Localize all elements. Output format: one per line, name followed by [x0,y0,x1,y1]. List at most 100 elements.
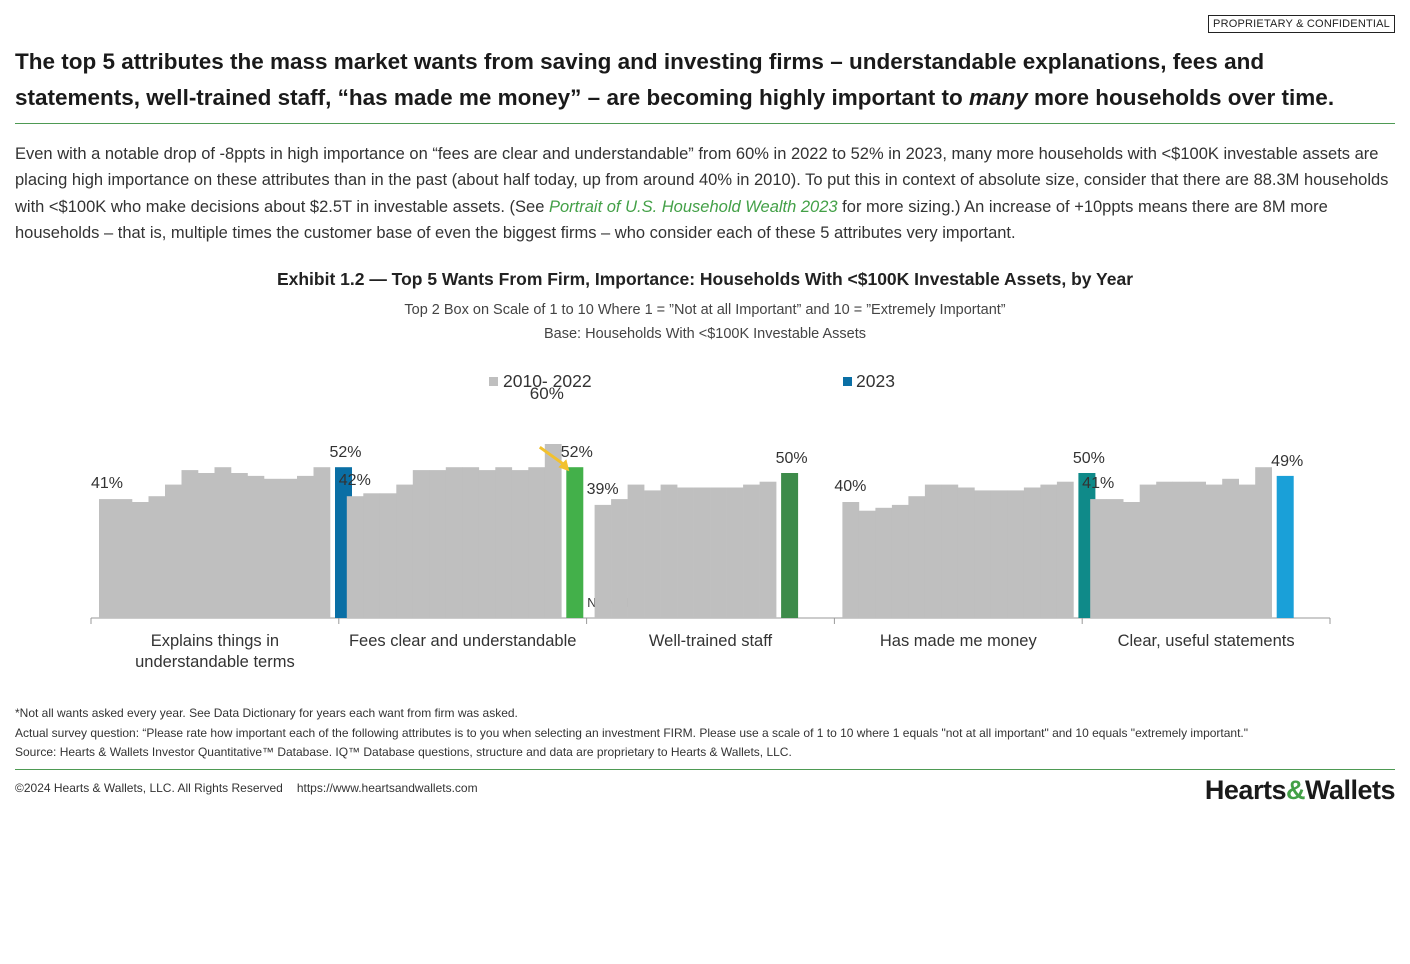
report-link[interactable]: Portrait of U.S. Household Wealth 2023 [548,197,838,216]
annotation-arrow-shaft [538,445,568,468]
history-bar [297,475,314,618]
exhibit-subtitle: Top 2 Box on Scale of 1 to 10 Where 1 = … [404,302,1006,318]
history-bar [1255,467,1272,618]
logo-text-left: Hearts [1204,775,1287,805]
history-bar [1222,478,1239,618]
legend-swatch-history [489,377,498,386]
exhibit-title: Exhibit 1.2 — Top 5 Wants From Firm, Imp… [276,269,1134,289]
footnote-2: Actual survey question: “Please rate how… [15,726,1249,740]
footer-copy: ©2024 Hearts & Wallets, LLC. All Rights … [15,781,492,795]
current-year-label: 52% [329,444,361,461]
history-bar [644,490,661,618]
history-bar [1205,484,1223,618]
footer-divider [15,769,1395,770]
current-year-label: 50% [1073,450,1105,467]
footnote-1: *Not all wants asked every year. See Dat… [15,706,518,720]
history-bar [99,499,116,618]
history-bar [165,484,182,618]
headline-part1: The top 5 attributes the mass market wan… [15,49,1265,110]
history-bar [478,470,496,618]
headline-emphasis: many [968,85,1028,110]
history-bar [924,484,942,618]
history-bar [429,470,447,618]
history-bar [1238,484,1256,618]
history-bar [115,499,133,618]
history-bar [1007,490,1025,618]
history-bar [941,484,959,618]
category-label: Well-trained staff [649,632,773,650]
current-year-label: 50% [776,450,808,467]
history-bar [842,502,860,618]
intro-paragraph: Even with a notable drop of -8ppts in hi… [15,141,1390,246]
history-bar [544,444,562,618]
peak-label: 60% [530,384,564,403]
history-bar [280,478,298,618]
history-bar [957,487,975,618]
history-bar [132,502,149,618]
history-bar [1139,484,1157,618]
history-bar [858,510,876,618]
history-bar [693,487,711,618]
history-bar [611,499,628,618]
history-bar [148,496,166,618]
legend-swatch-2023 [843,377,852,386]
history-bar [1172,481,1190,618]
intro-text-2: for more sizing.) An increase of +10ppts… [15,197,1328,242]
current-bar [781,473,799,618]
header-divider [15,123,1395,124]
category-label: Clear, useful statements [1118,632,1295,650]
history-bar [990,490,1008,618]
history-bar [445,467,463,618]
headline-part2: more households over time. [1027,85,1335,110]
history-bar [379,493,397,618]
footnote-3: Source: Hearts & Wallets Investor Quanti… [15,745,792,759]
history-bar [1090,499,1107,618]
history-bar [974,490,992,618]
annotation-arrow-head [558,459,570,472]
history-bar [627,484,645,618]
brand-logo: Hearts&Wallets [1204,775,1396,806]
history-bar [396,484,414,618]
history-bar [908,496,926,618]
history-bar [511,470,529,618]
history-bar [181,470,199,618]
history-bar [495,467,513,618]
legend-label-2023: 2023 [856,371,895,391]
history-bar [726,487,744,618]
history-bar [875,507,893,618]
first-year-label: 42% [339,472,371,489]
website-link[interactable]: https://www.heartsandwallets.com [296,781,478,795]
history-bar [1040,484,1058,618]
current-year-label: 49% [1271,453,1303,470]
logo-ampersand: & [1285,775,1306,805]
first-year-label: 41% [1082,475,1114,492]
category-label: Has made me money [880,632,1038,650]
category-label: understandable terms [135,653,295,671]
history-bar [462,467,480,618]
history-bar [528,467,546,618]
category-label: Explains things in [151,632,279,650]
first-year-label: 41% [91,475,123,492]
history-bar [198,473,215,618]
history-bar [1106,499,1124,618]
current-bar [1276,475,1294,618]
history-bar [891,504,909,618]
history-bar [214,467,232,618]
intro-text-1: Even with a notable drop of -8ppts in hi… [15,145,1389,216]
current-year-label: 52% [561,444,593,461]
page-headline: The top 5 attributes the mass market wan… [15,44,1395,116]
history-bar [1123,502,1140,618]
category-label: Fees clear and understandable [349,632,577,650]
history-bar [313,467,331,618]
history-bar [264,478,281,618]
exhibit-base: Base: Households With <$100K Investable … [543,326,866,342]
history-bar [1156,481,1173,618]
history-bar [1023,487,1041,618]
history-bar [660,484,678,618]
history-bar [1056,481,1074,618]
history-bar [1189,481,1206,618]
history-bar [759,481,777,618]
history-bar [231,473,248,618]
history-bar [412,470,430,618]
